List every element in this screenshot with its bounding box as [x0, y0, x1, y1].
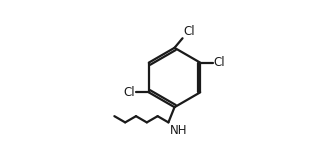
Text: Cl: Cl	[183, 25, 195, 38]
Text: Cl: Cl	[214, 56, 225, 69]
Text: NH: NH	[170, 124, 188, 137]
Text: Cl: Cl	[123, 86, 135, 99]
